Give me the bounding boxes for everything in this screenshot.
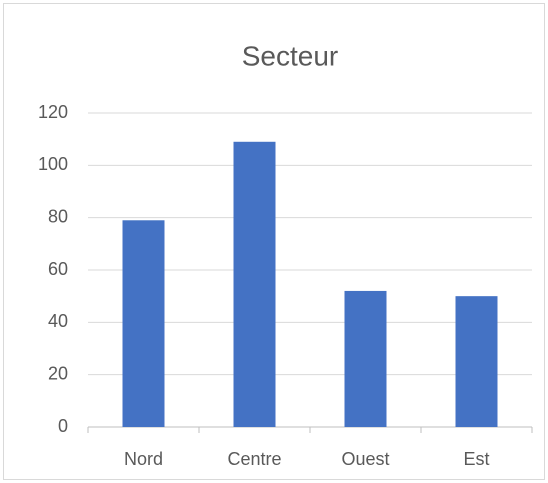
bar bbox=[344, 290, 387, 427]
bar bbox=[233, 141, 276, 428]
x-tick-label: Est bbox=[463, 449, 489, 469]
y-tick-label: 20 bbox=[48, 363, 68, 383]
x-tick-label: Nord bbox=[124, 449, 163, 469]
bar bbox=[122, 220, 165, 427]
y-tick-label: 120 bbox=[38, 102, 68, 122]
chart-title: Secteur bbox=[242, 40, 339, 71]
y-tick-label: 60 bbox=[48, 259, 68, 279]
y-tick-label: 40 bbox=[48, 311, 68, 331]
y-tick-label: 0 bbox=[58, 416, 68, 436]
y-tick-label: 100 bbox=[38, 154, 68, 174]
x-tick-label: Ouest bbox=[341, 449, 389, 469]
x-tick-label: Centre bbox=[227, 449, 281, 469]
bar bbox=[455, 296, 498, 427]
y-tick-label: 80 bbox=[48, 206, 68, 226]
